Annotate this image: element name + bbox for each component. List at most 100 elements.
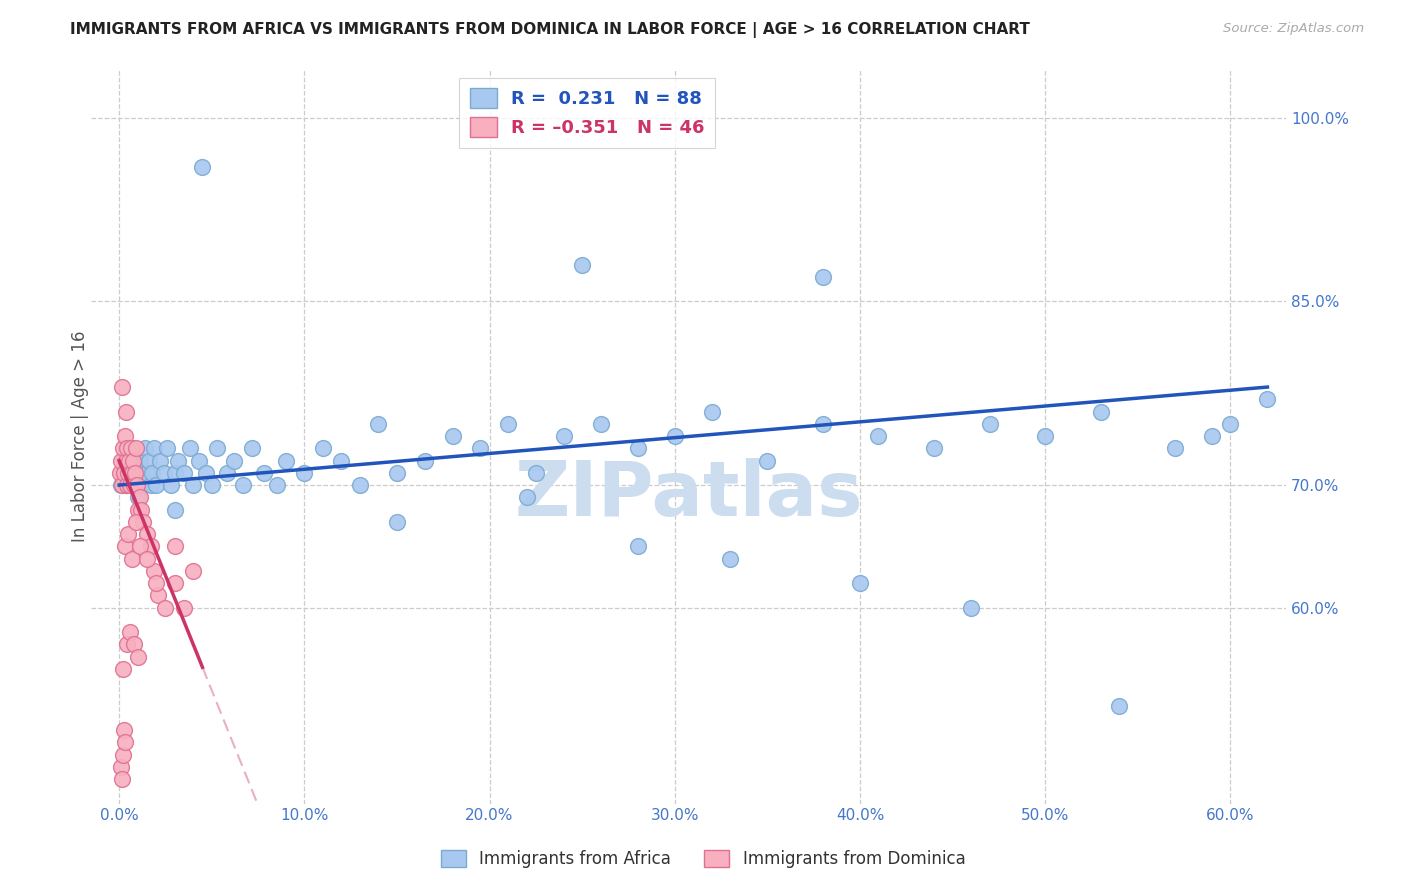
Point <box>115 466 138 480</box>
Point <box>811 269 834 284</box>
Point <box>134 442 156 456</box>
Point <box>149 453 172 467</box>
Point <box>125 478 148 492</box>
Point <box>167 453 190 467</box>
Point <box>132 478 155 492</box>
Point <box>1108 698 1130 713</box>
Point <box>138 453 160 467</box>
Point <box>114 478 136 492</box>
Point <box>1219 417 1241 431</box>
Point <box>173 466 195 480</box>
Point <box>496 417 519 431</box>
Point <box>117 527 139 541</box>
Point <box>1201 429 1223 443</box>
Legend: Immigrants from Africa, Immigrants from Dominica: Immigrants from Africa, Immigrants from … <box>434 843 972 875</box>
Point <box>122 453 145 467</box>
Point <box>516 491 538 505</box>
Point <box>274 453 297 467</box>
Point <box>117 453 139 467</box>
Point <box>112 723 135 738</box>
Point <box>756 453 779 467</box>
Point <box>627 539 650 553</box>
Point <box>413 453 436 467</box>
Point <box>330 453 353 467</box>
Point <box>111 662 134 676</box>
Point <box>143 564 166 578</box>
Point <box>143 442 166 456</box>
Point <box>849 576 872 591</box>
Point <box>115 637 138 651</box>
Point <box>179 442 201 456</box>
Point <box>135 466 157 480</box>
Point <box>141 466 163 480</box>
Point <box>121 551 143 566</box>
Point <box>110 760 132 774</box>
Point <box>114 539 136 553</box>
Point <box>128 466 150 480</box>
Point <box>122 478 145 492</box>
Point <box>114 453 136 467</box>
Point <box>117 466 139 480</box>
Point <box>181 564 204 578</box>
Point <box>111 466 134 480</box>
Point <box>222 453 245 467</box>
Point <box>441 429 464 443</box>
Point <box>181 478 204 492</box>
Point <box>922 442 945 456</box>
Point <box>266 478 288 492</box>
Point <box>718 551 741 566</box>
Point <box>114 404 136 418</box>
Point <box>120 625 142 640</box>
Point <box>108 466 131 480</box>
Point <box>524 466 547 480</box>
Point <box>122 478 145 492</box>
Point <box>117 442 139 456</box>
Point <box>700 404 723 418</box>
Point <box>111 747 134 762</box>
Point <box>292 466 315 480</box>
Point <box>125 453 148 467</box>
Point <box>124 466 146 480</box>
Point <box>120 442 142 456</box>
Point <box>112 453 135 467</box>
Point <box>163 539 186 553</box>
Point <box>110 453 132 467</box>
Point <box>120 478 142 492</box>
Point <box>145 478 167 492</box>
Point <box>470 442 492 456</box>
Point <box>312 442 335 456</box>
Point <box>163 576 186 591</box>
Point <box>811 417 834 431</box>
Point <box>128 478 150 492</box>
Point <box>129 453 152 467</box>
Point <box>124 466 146 480</box>
Point <box>146 588 169 602</box>
Point <box>131 502 153 516</box>
Point <box>121 466 143 480</box>
Point <box>110 478 132 492</box>
Point <box>385 515 408 529</box>
Point <box>571 258 593 272</box>
Text: IMMIGRANTS FROM AFRICA VS IMMIGRANTS FROM DOMINICA IN LABOR FORCE | AGE > 16 COR: IMMIGRANTS FROM AFRICA VS IMMIGRANTS FRO… <box>70 22 1031 38</box>
Point <box>553 429 575 443</box>
Point <box>127 649 149 664</box>
Point <box>132 515 155 529</box>
Point <box>201 478 224 492</box>
Point <box>868 429 890 443</box>
Point <box>152 466 174 480</box>
Text: Source: ZipAtlas.com: Source: ZipAtlas.com <box>1223 22 1364 36</box>
Point <box>156 442 179 456</box>
Point <box>215 466 238 480</box>
Point <box>349 478 371 492</box>
Point <box>160 478 183 492</box>
Point <box>195 466 218 480</box>
Point <box>242 442 264 456</box>
Point <box>1164 442 1187 456</box>
Point <box>135 551 157 566</box>
Point <box>207 442 229 456</box>
Point <box>122 453 145 467</box>
Point <box>120 478 142 492</box>
Point <box>114 429 136 443</box>
Point <box>125 442 148 456</box>
Point <box>115 478 138 492</box>
